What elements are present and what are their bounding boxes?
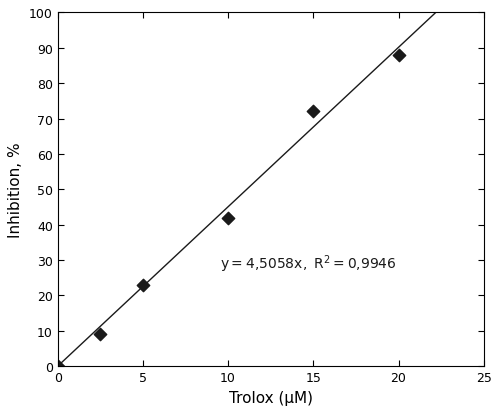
X-axis label: Trolox (μM): Trolox (μM) [228,390,312,405]
Text: $\mathregular{y = 4{,}5058x,\ R^{2} = 0{,}9946}$: $\mathregular{y = 4{,}5058x,\ R^{2} = 0{… [220,253,396,275]
Point [394,52,402,59]
Point [96,331,104,338]
Point [139,282,147,288]
Point [310,109,318,116]
Y-axis label: Inhibition, %: Inhibition, % [8,142,24,237]
Point [224,215,232,221]
Point [54,363,62,370]
